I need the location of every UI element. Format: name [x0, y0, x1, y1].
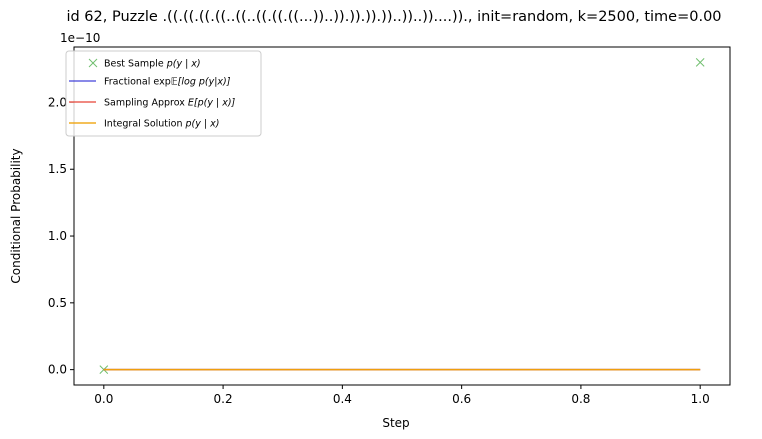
x-tick-label: 0.0	[94, 392, 113, 406]
plot-frame	[73, 46, 731, 386]
chart-title: id 62, Puzzle .((.((.((.((..((..((.((.((…	[66, 9, 721, 25]
legend-item-integral: Integral Solution p(y | x)	[69, 119, 219, 130]
legend: Best Sample p(y | x) Fractional exp𝔼[log…	[65, 50, 262, 137]
legend-item-best-sample: Best Sample p(y | x)	[88, 58, 201, 70]
x-tick-label: 0.2	[214, 392, 233, 406]
x-tick-label: 0.8	[571, 392, 590, 406]
legend-label-integral: Integral Solution p(y | x)	[104, 119, 219, 130]
x-axis-ticks: 0.0 0.2 0.4 0.6 0.8 1.0	[94, 385, 710, 406]
y-tick-label: 1.0	[48, 229, 67, 243]
x-axis-label: Step	[382, 416, 409, 430]
legend-box	[65, 50, 262, 137]
x-tick-label: 1.0	[691, 392, 710, 406]
legend-item-sampling: Sampling Approx E[p(y | x)]	[69, 98, 236, 109]
plot-series	[99, 58, 705, 374]
legend-item-fractional: Fractional exp𝔼[log p(y|x)]	[69, 77, 231, 88]
y-tick-label: 0.0	[48, 363, 67, 377]
x-tick-label: 0.4	[333, 392, 352, 406]
y-offset-text: 1e−10	[60, 31, 100, 45]
y-tick-label: 1.5	[48, 162, 67, 176]
legend-x-marker-icon	[88, 58, 98, 68]
y-axis-ticks: 0.0 0.5 1.0 1.5 2.0	[48, 95, 74, 377]
legend-label-best-sample: Best Sample p(y | x)	[104, 59, 201, 70]
legend-label-fractional: Fractional exp𝔼[log p(y|x)]	[104, 77, 231, 88]
x-tick-label: 0.6	[452, 392, 471, 406]
y-tick-label: 2.0	[48, 95, 67, 109]
y-tick-label: 0.5	[48, 296, 67, 310]
y-axis-label: Conditional Probability	[9, 148, 23, 283]
data-point-x-marker	[695, 58, 705, 67]
legend-label-sampling: Sampling Approx E[p(y | x)]	[104, 98, 236, 109]
